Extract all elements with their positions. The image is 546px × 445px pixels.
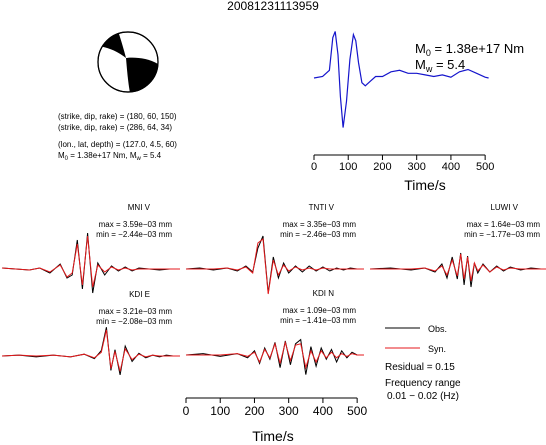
stf-x-tick-label: 300	[408, 161, 426, 173]
waveform-x-tick-label: 400	[313, 404, 333, 418]
stf-x-tick-label: 500	[476, 161, 494, 173]
stf-plot: M0 = 1.38e+17 Nm Mw = 5.4 0 100 200 300 400 5…	[311, 31, 524, 193]
station-name: MNI V	[128, 203, 151, 212]
frequency-value: 0.01 − 0.02 (Hz)	[387, 391, 459, 402]
stf-x-tick-label: 400	[442, 161, 460, 173]
station-name: TNTI V	[309, 203, 335, 212]
station-name: LUWI V	[490, 203, 518, 212]
observed-trace	[1, 232, 180, 294]
beachball-compression-quadrant-2	[126, 57, 158, 92]
mechanism-line-1: (strike, dip, rake) = (180, 60, 150)	[58, 112, 177, 121]
synthetic-trace	[186, 238, 364, 295]
synthetic-trace	[186, 340, 364, 370]
stf-m0-label: M0 = 1.38e+17 Nm	[415, 41, 524, 58]
station-min: min = −2.46e−03 mm	[280, 230, 356, 239]
station-max: max = 3.35e−03 mm	[283, 220, 357, 229]
station-min: min = −1.77e−03 mm	[464, 230, 540, 239]
waveform-x-tick-label: 500	[347, 404, 367, 418]
stf-mw-label: Mw = 5.4	[415, 57, 465, 74]
mechanism-line-3: (lon., lat, depth) = (127.0, 4.5, 60)	[58, 140, 177, 149]
stf-x-tick-label: 200	[373, 161, 391, 173]
residual-text: Residual = 0.15	[385, 362, 455, 373]
mechanism-info: (strike, dip, rake) = (180, 60, 150) (st…	[58, 112, 177, 162]
waveform-x-axis: 0 100 200 300 400 500	[183, 397, 367, 418]
station-max: max = 1.64e−03 mm	[467, 220, 541, 229]
station-name: KDI E	[129, 290, 150, 299]
stf-x-label: Time/s	[404, 177, 445, 193]
station-max: max = 3.21e−03 mm	[99, 307, 173, 316]
synthetic-trace	[370, 253, 546, 282]
mechanism-line-2: (strike, dip, rake) = (286, 64, 34)	[58, 123, 172, 132]
waveform-x-label: Time/s	[252, 428, 293, 444]
waveform-x-tick-label: 0	[183, 404, 190, 418]
station-max: max = 1.09e−03 mm	[283, 306, 357, 315]
stf-x-axis: 0 100 200 300 400 500	[311, 154, 494, 173]
stf-x-tick-label: 0	[311, 161, 317, 173]
waveform-x-tick-label: 200	[244, 404, 264, 418]
station-name: KDI N	[313, 289, 335, 298]
frequency-title: Frequency range	[385, 378, 461, 389]
stf-x-tick-label: 100	[339, 161, 357, 173]
station-min: min = −1.41e−03 mm	[280, 316, 356, 325]
station-min: min = −2.08e−03 mm	[96, 317, 172, 326]
mechanism-moment-line: M0 = 1.38e+17 Nm, Mw = 5.4	[58, 151, 162, 162]
beachball	[97, 31, 159, 93]
station-max: max = 3.59e−03 mm	[99, 220, 173, 229]
observed-trace	[1, 327, 180, 375]
synthetic-trace	[1, 235, 180, 288]
station-min: min = −2.44e−03 mm	[96, 230, 172, 239]
synthetic-trace	[1, 329, 180, 372]
stf-line	[313, 31, 489, 128]
legend-syn-label: Syn.	[428, 344, 446, 354]
observed-trace	[185, 235, 364, 294]
legend: Obs. Syn. Residual = 0.15 Frequency rang…	[385, 324, 461, 402]
legend-obs-label: Obs.	[428, 324, 447, 334]
waveform-x-tick-label: 300	[279, 404, 299, 418]
figure-title: 20081231113959	[227, 0, 319, 13]
waveform-x-tick-label: 100	[210, 404, 230, 418]
